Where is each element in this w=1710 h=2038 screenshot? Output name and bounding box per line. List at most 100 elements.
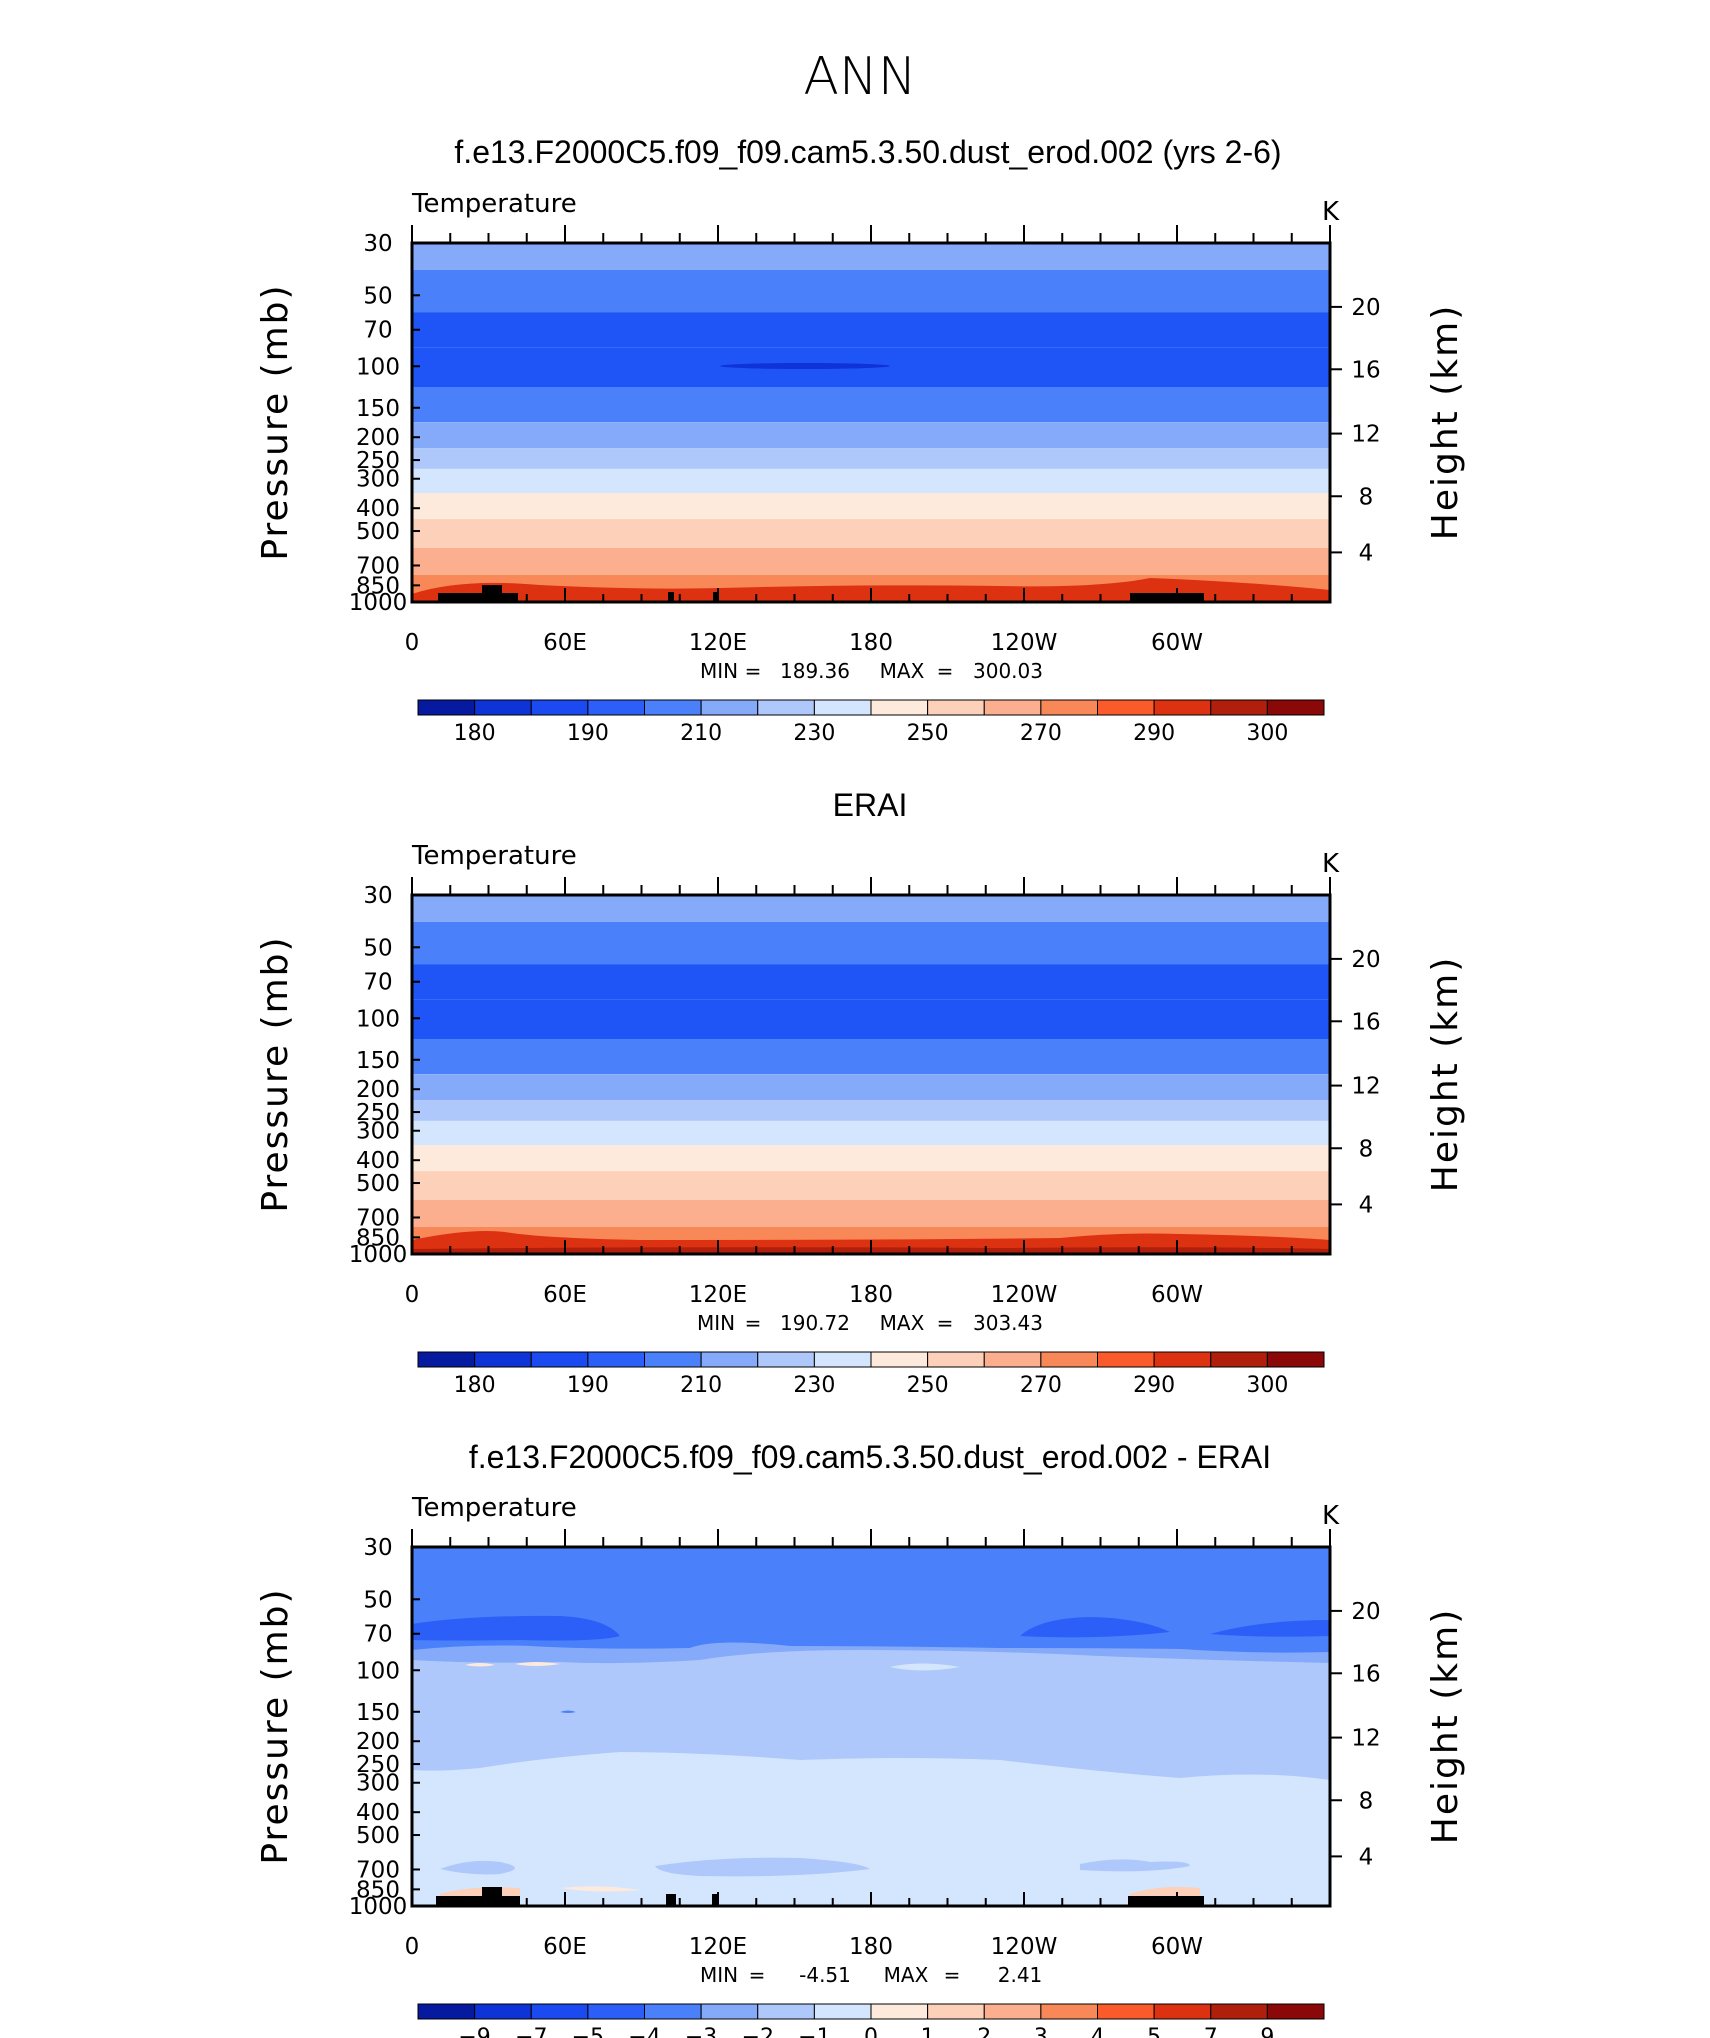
y2-axis-title: Height (km) [1425,956,1466,1192]
contour-band [412,519,1330,548]
low-band-east [1080,1859,1190,1872]
y2-tick-label: 4 [1359,1192,1374,1218]
y-tick-label: 150 [356,1048,400,1074]
cold-core [720,363,890,369]
max-label: MAX [880,659,925,683]
colorbar-swatch [1266,2003,1325,2020]
y-axis-title: Pressure (mb) [255,1587,296,1864]
variable-label: Temperature [411,189,577,219]
x-tick-label: 180 [849,1934,893,1960]
min-label: MIN [700,659,738,683]
contour-band [412,1200,1330,1227]
colorbar-swatch [757,699,815,716]
stats: MIN = -4.51 MAX = 2.41 [700,1963,1042,1987]
y-tick-label: 150 [356,396,400,422]
min-eq: = [745,1311,762,1335]
y-tick-label: 30 [363,883,392,909]
y2-tick-label: 12 [1351,1074,1380,1100]
max-label: MAX [884,1963,929,1987]
panel-model: f.e13.F2000C5.f09_f09.cam5.3.50.dust_ero… [255,134,1466,746]
colorbar: 180 190 210 230 250 270 290 300 [417,1351,1325,1398]
contour-bands [412,243,1330,602]
topography-mask [438,585,1204,602]
contour-band [412,387,1330,422]
colorbar-swatch [927,2003,985,2020]
variable-label: Temperature [411,1493,577,1523]
y-tick-label: 30 [363,1535,392,1561]
colorbar-label: 290 [1133,1373,1175,1398]
y-tick-label: 700 [356,553,400,579]
colorbar-swatch [813,699,872,716]
x-tick-label: 0 [405,630,420,656]
y-tick-label: 1000 [349,1242,408,1268]
colorbar-label: 2 [977,2025,991,2038]
y-tick-label: 500 [356,1823,400,1849]
contour-band [412,468,1330,494]
cold-lobe-east [1020,1617,1170,1638]
colorbar-label: −3 [685,2025,717,2038]
warm-speck-2 [515,1662,560,1666]
contour-band [412,1039,1330,1074]
colorbar-swatch [813,1351,872,1368]
contour-bands [412,895,1330,1254]
cold-lobe-dateline [1210,1620,1330,1637]
x-tick-label: 120W [991,1282,1058,1308]
colorbar-swatch [1040,2003,1099,2020]
y-tick-label: 1000 [349,590,408,616]
surface-warm-center [560,1886,640,1892]
colorbar-swatch [417,2003,476,2020]
y-tick-label: 250 [356,1100,400,1126]
panel-title: f.e13.F2000C5.f09_f09.cam5.3.50.dust_ero… [454,134,1281,170]
contour-band [412,243,1330,270]
y-tick-label: 150 [356,1700,400,1726]
panel-difference: f.e13.F2000C5.f09_f09.cam5.3.50.dust_ero… [255,1439,1466,2038]
min-value: 190.72 [780,1311,850,1335]
colorbar-swatch [1097,1351,1155,1368]
y-tick-label: 400 [356,1148,400,1174]
y-tick-label: 30 [363,231,392,257]
variable-label: Temperature [411,841,577,871]
min-value: 189.36 [780,659,850,683]
panel-erai: ERAI Temperature K 305070100150200250300… [255,787,1466,1398]
light-bubble [890,1663,960,1671]
min-label: MIN [700,1963,738,1987]
colorbar-label: 230 [793,1373,835,1398]
colorbar-swatch [1153,2003,1212,2020]
colorbar-label: −7 [515,2025,547,2038]
contour-band [412,493,1330,520]
colorbar-swatch [1153,1351,1212,1368]
contour-band [412,312,1330,348]
x-tick-label: 120E [689,1282,747,1308]
x-tick-label: 120W [991,1934,1058,1960]
y-tick-label: 300 [356,1119,400,1145]
colorbar-swatch [417,699,476,716]
y-tick-label: 50 [363,283,392,309]
stats: MIN = 189.36 MAX = 300.03 [700,659,1043,683]
contour-band [412,548,1330,575]
x-tick-label: 60E [543,630,587,656]
cold-speck [560,1710,576,1713]
contour-band [412,1074,1330,1101]
colorbar-label: 190 [567,721,609,746]
max-value: 303.43 [973,1311,1043,1335]
colorbar-label: 0 [864,2025,878,2038]
y2-tick-label: 16 [1351,1009,1380,1035]
colorbar-label: −1 [798,2025,830,2038]
y-tick-label: 50 [363,935,392,961]
y-tick-label: 700 [356,1205,400,1231]
units-label: K [1322,197,1340,227]
x-tick-label: 60E [543,1282,587,1308]
units-label: K [1322,1501,1340,1531]
topography-mask [436,1887,1204,1906]
y-tick-label: 100 [356,354,400,380]
colorbar-swatch [870,1351,929,1368]
colorbar-swatch [700,2003,759,2020]
min-label: MIN [697,1311,735,1335]
y-tick-label: 100 [356,1658,400,1684]
colorbar-swatch [1266,1351,1325,1368]
colorbar-label: 210 [680,721,722,746]
